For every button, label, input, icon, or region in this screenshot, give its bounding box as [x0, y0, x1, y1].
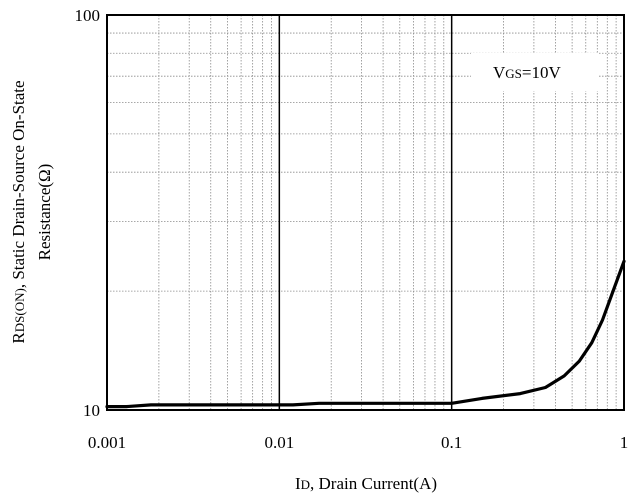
x-tick-label: 0.001: [88, 433, 126, 452]
minor-grid: [107, 15, 624, 410]
x-tick-label: 0.01: [264, 433, 294, 452]
x-axis-label: ID, Drain Current(A): [295, 474, 437, 493]
series-group: [105, 259, 626, 409]
y-tick-label: 100: [75, 6, 101, 25]
series-line-0: [105, 259, 626, 409]
vgs-annotation: VGS=10V: [471, 53, 599, 91]
y-axis-label-line1: RDS(ON), Static Drain-Source On-State: [9, 80, 28, 343]
y-tick-label: 10: [83, 401, 100, 420]
x-tick-labels: 0.001 0.01 0.1 1: [88, 433, 628, 452]
annotation-box: [471, 53, 599, 91]
y-tick-labels: 10 100: [75, 6, 101, 420]
plot-border: [106, 14, 625, 411]
plot-frame: [106, 14, 625, 411]
y-axis-label-line2: Resistance(Ω): [35, 164, 54, 261]
x-tick-label: 0.1: [441, 433, 462, 452]
annotation-text: VGS=10V: [493, 63, 561, 82]
x-tick-label: 1: [620, 433, 628, 452]
